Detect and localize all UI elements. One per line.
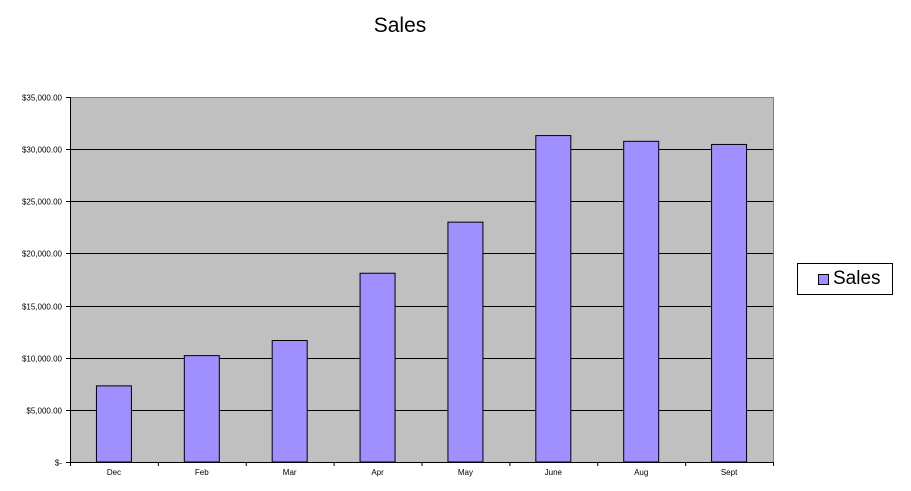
bar-feb bbox=[183, 355, 220, 463]
x-tick-label: May bbox=[458, 468, 473, 477]
x-tick-label: Sept bbox=[721, 468, 738, 477]
bar-june bbox=[535, 135, 572, 463]
x-tick-label: Apr bbox=[371, 468, 384, 477]
y-tick-label: $30,000.00 bbox=[22, 146, 63, 155]
bar-dec bbox=[95, 385, 132, 463]
x-tick-label: Mar bbox=[283, 468, 297, 477]
x-tick-label: Dec bbox=[107, 468, 121, 477]
legend: Sales bbox=[797, 263, 893, 295]
bar-apr bbox=[359, 272, 396, 463]
y-tick-label: $20,000.00 bbox=[22, 250, 63, 259]
legend-swatch bbox=[818, 273, 829, 285]
bar-aug bbox=[623, 140, 660, 463]
bar-mar bbox=[271, 340, 308, 463]
y-tick-label: $25,000.00 bbox=[22, 198, 63, 207]
plot-area bbox=[70, 97, 773, 462]
bar-sept bbox=[711, 143, 748, 463]
legend-label: Sales bbox=[833, 268, 881, 289]
chart-title: Sales bbox=[373, 14, 427, 37]
x-tick-label: Feb bbox=[195, 468, 209, 477]
y-tick-label: $15,000.00 bbox=[22, 303, 63, 312]
y-tick-label: $35,000.00 bbox=[22, 94, 63, 103]
bar-may bbox=[447, 221, 484, 463]
x-tick-label: Aug bbox=[634, 468, 648, 477]
y-tick-label: $10,000.00 bbox=[22, 355, 63, 364]
y-tick-label: $- bbox=[55, 459, 62, 468]
x-tick-label: June bbox=[545, 468, 563, 477]
y-tick-label: $5,000.00 bbox=[26, 407, 62, 416]
